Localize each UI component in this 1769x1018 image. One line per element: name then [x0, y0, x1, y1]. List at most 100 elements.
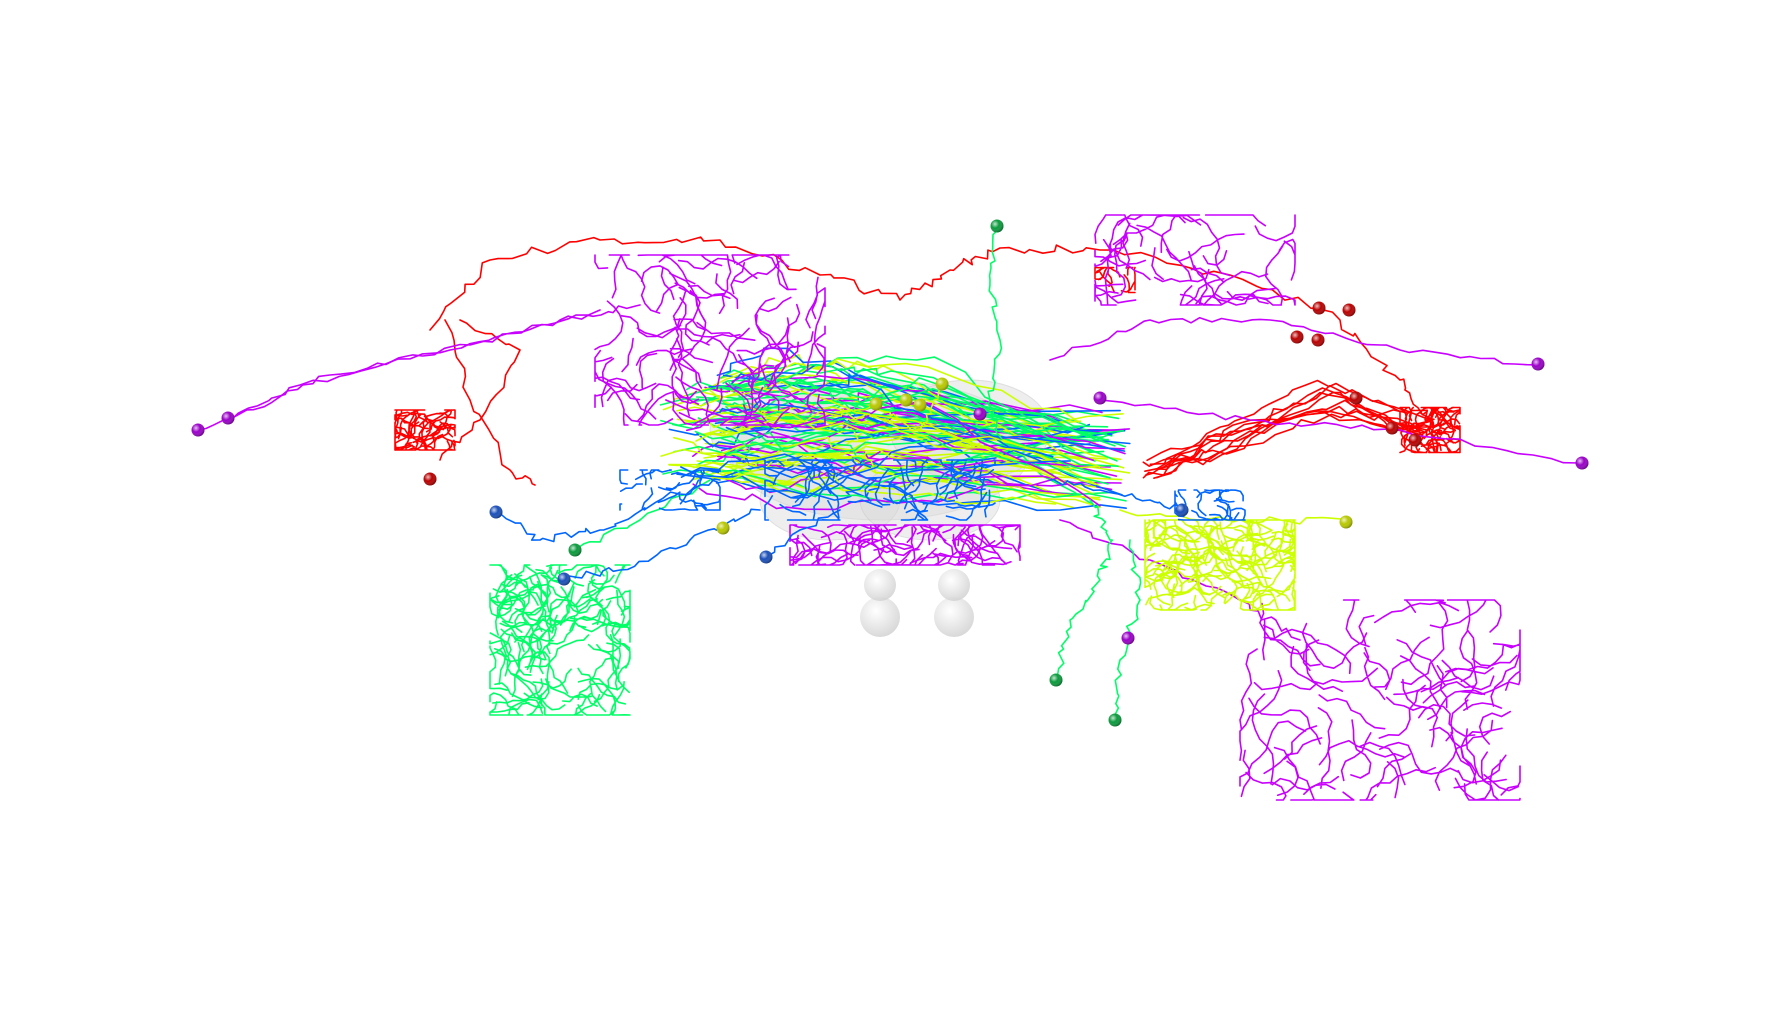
soma-markers — [191, 219, 1589, 727]
neuropil-bulb-2 — [934, 597, 974, 637]
core-fiber-46 — [717, 450, 1075, 496]
blue-left-fiber-1 — [495, 478, 721, 543]
magenta-ventral-band — [789, 524, 1021, 566]
yellow-green-soma-4-shade — [935, 377, 949, 391]
blue-soma-1-shade — [489, 505, 503, 519]
green-soma-2 — [568, 543, 582, 557]
magenta-soma-5-shade — [1531, 357, 1545, 371]
red-soma-2-shade — [1312, 301, 1326, 315]
blue-soma-2 — [557, 572, 571, 586]
magenta-left-dorsal-arbor-path — [594, 254, 826, 426]
core-fiber-64 — [686, 411, 1094, 461]
red-left-loop-fiber — [439, 319, 521, 461]
blue-soma-3 — [759, 550, 773, 564]
blue-core-arbor-path — [764, 459, 996, 521]
core-fiber-88 — [665, 399, 1101, 507]
magenta-soma-7 — [1121, 631, 1135, 645]
magenta-soma-2 — [221, 411, 235, 425]
core-fiber-54 — [733, 355, 1096, 462]
yellow-green-soma-2 — [899, 393, 913, 407]
green-right-ventral-fiber-2 — [1113, 539, 1142, 721]
yellow-green-soma-5-shade — [716, 521, 730, 535]
red-left-descending-fiber — [444, 319, 536, 486]
green-soma-3 — [1049, 673, 1063, 687]
magenta-soma-1 — [191, 423, 205, 437]
red-left-terminal-arbor-path — [394, 409, 456, 451]
core-fiber-15 — [668, 413, 1057, 495]
red-left-terminal-arbor — [394, 409, 456, 451]
magenta-soma-3 — [973, 407, 987, 421]
green-soma-4-shade — [1108, 713, 1122, 727]
yellow-green-right-arbor-path — [1144, 519, 1296, 611]
green-soma-3-shade — [1049, 673, 1063, 687]
magenta-soma-6 — [1575, 456, 1589, 470]
blue-center-fiber — [765, 509, 841, 558]
core-fiber-84 — [694, 430, 1109, 485]
yellow-green-dorsal-fiber-1 — [875, 403, 931, 441]
red-soma-3-shade — [1342, 303, 1356, 317]
magenta-soma-4 — [1093, 391, 1107, 405]
red-soma-4-shade — [1290, 330, 1304, 344]
neuropil-bulb-1 — [860, 597, 900, 637]
magenta-right-ventral-arbor-path — [1239, 599, 1521, 801]
red-soma-2 — [1312, 301, 1326, 315]
red-soma-1 — [423, 472, 437, 486]
red-soma-6 — [1349, 391, 1363, 405]
green-soma-1 — [990, 219, 1004, 233]
red-soma-4 — [1290, 330, 1304, 344]
blue-core-arbor — [764, 459, 996, 521]
core-fiber-79 — [662, 381, 1101, 468]
neuropil-bulb-4 — [938, 569, 970, 601]
green-left-ventral-arbor-path — [489, 564, 631, 716]
magenta-right-dorsal-arbor — [1094, 214, 1296, 306]
core-fiber-86 — [735, 382, 1108, 435]
green-dorsal-fiber — [987, 225, 1003, 441]
green-soma-1-shade — [990, 219, 1004, 233]
magenta-soma-4-shade — [1093, 391, 1107, 405]
neurite-arbors — [197, 214, 1581, 801]
magenta-right-long-fiber-2 — [1099, 399, 1581, 464]
yellow-green-dorsal-fiber-2 — [919, 383, 943, 431]
red-right-bundle-fiber-10 — [1146, 391, 1409, 462]
core-fiber-78 — [729, 377, 1076, 452]
core-fiber-83 — [726, 404, 1062, 474]
red-soma-7-shade — [1385, 421, 1399, 435]
magenta-soma-2-shade — [221, 411, 235, 425]
blue-left-arbor — [619, 469, 721, 511]
magenta-soma-5 — [1531, 357, 1545, 371]
core-fiber-71 — [693, 358, 1080, 423]
green-left-ventral-arbor — [489, 564, 631, 716]
red-dorsal-arbor-path — [1094, 266, 1136, 294]
yellow-green-soma-3-shade — [913, 398, 927, 412]
blue-soma-4 — [1175, 503, 1189, 517]
magenta-left-long-fiber-2 — [227, 309, 601, 419]
core-fiber-87 — [708, 363, 1054, 458]
red-long-commissural-fiber — [429, 236, 1428, 421]
yellow-green-soma-2-shade — [899, 393, 913, 407]
magenta-right-long-fiber-1 — [1049, 316, 1541, 366]
blue-right-fiber — [1049, 478, 1183, 511]
red-right-bundle-fiber-8 — [1142, 384, 1435, 467]
core-fiber-53 — [738, 445, 1052, 470]
red-soma-3 — [1342, 303, 1356, 317]
magenta-ventral-band-path — [789, 524, 1021, 566]
core-fiber-57 — [722, 373, 1123, 496]
red-right-terminal-arbor — [1399, 406, 1461, 454]
blue-soma-2-shade — [557, 572, 571, 586]
magenta-right-dorsal-arbor-path — [1094, 214, 1296, 306]
magenta-left-dorsal-arbor — [594, 254, 826, 426]
red-dorsal-arbor — [1094, 266, 1136, 294]
green-soma-2-shade — [568, 543, 582, 557]
yellow-green-right-arbor — [1144, 519, 1296, 611]
blue-soma-1 — [489, 505, 503, 519]
red-soma-8-shade — [1408, 433, 1422, 447]
red-right-bundle-fiber-6 — [1144, 387, 1425, 472]
red-soma-8 — [1408, 433, 1422, 447]
red-soma-1-shade — [423, 472, 437, 486]
magenta-left-long-fiber-1 — [197, 304, 641, 431]
blue-left-fiber-2 — [563, 508, 761, 580]
yellow-green-soma-5 — [716, 521, 730, 535]
core-fiber-75 — [680, 453, 1127, 512]
